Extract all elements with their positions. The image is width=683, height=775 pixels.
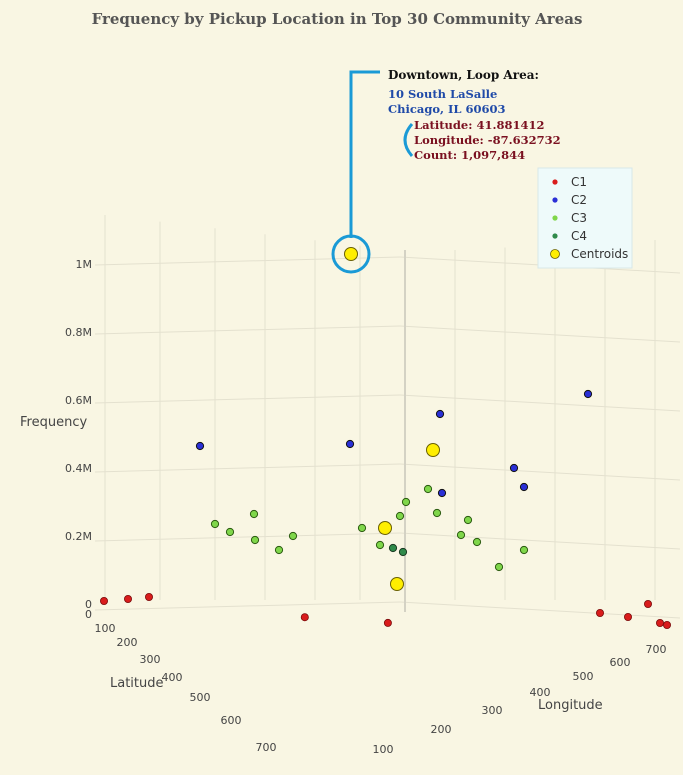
lat-tick-300: 300 [140,653,161,666]
annotation-address-line1: 10 South LaSalle [388,87,497,101]
annotation-address-line2: Chicago, IL 60603 [388,102,506,116]
c1-point [144,593,153,602]
c2-point [437,488,447,498]
c3-point [463,515,473,525]
legend-item-centroids[interactable]: Centroids [550,247,629,261]
longitude-tick-labels: 100 200 300 400 500 600 700 [373,643,667,756]
annotation-heading: Downtown, Loop Area: [388,68,539,82]
lat-tick-700: 700 [256,741,277,754]
legend-marker [552,179,558,185]
c1-point [663,621,672,630]
z-tick-0: 0 [85,598,92,611]
c3-point [357,523,367,533]
lon-tick-500: 500 [573,670,594,683]
c4-point [388,543,398,553]
centroids-point [378,521,392,535]
c4-point [398,547,408,557]
legend-marker [552,233,558,239]
lon-tick-300: 300 [482,704,503,717]
c1-point [644,600,653,609]
c3-point [210,519,220,529]
z-tick-0.2M: 0.2M [65,530,92,543]
legend-label: Centroids [571,247,628,261]
z-tick-1M: 1M [76,258,93,271]
longitude-axis-label: Longitude [538,698,603,713]
c2-point [435,409,445,419]
lat-tick-200: 200 [117,636,138,649]
legend-label: C1 [571,175,587,189]
legend-label: C2 [571,193,587,207]
lon-tick-700: 700 [646,643,667,656]
legend-marker [552,197,558,203]
c1-point [383,618,392,627]
c3-point [288,531,298,541]
c3-point [423,484,433,494]
z-tick-0-floor: 0 [85,608,92,621]
lon-tick-600: 600 [610,656,631,669]
c2-point [509,463,519,473]
latitude-axis-label: Latitude [110,676,164,691]
lat-tick-400: 400 [162,671,183,684]
c1-point [656,619,665,628]
centroids-point [390,577,404,591]
centroids-point [344,247,358,261]
c3-point [395,511,405,521]
legend-label: C4 [571,229,587,243]
frequency-axis-label: Frequency [20,415,87,430]
c1-point [100,597,109,606]
downtown-annotation: Downtown, Loop Area: 10 South LaSalle Ch… [331,68,561,274]
c1-point [596,609,605,618]
lat-tick-600: 600 [221,714,242,727]
legend[interactable]: C1 C2 C3 C4 Centroids [537,167,633,269]
c3-point [225,527,235,537]
c3-point [401,497,411,507]
lon-tick-100: 100 [373,743,394,756]
centroids-point [426,443,440,457]
c1-point [124,595,133,604]
legend-item-c1[interactable]: C1 [552,175,587,189]
legend-label: C3 [571,211,587,225]
z-tick-labels: 0 0.2M 0.4M 0.6M 0.8M 1M 0 [65,258,92,621]
annotation-bracket [403,123,414,157]
lon-tick-200: 200 [431,723,452,736]
z-tick-0.4M: 0.4M [65,462,92,475]
c3-point [456,530,466,540]
c2-point [519,482,529,492]
lon-tick-400: 400 [530,686,551,699]
legend-marker [550,249,560,259]
annotation-connector [349,70,380,238]
c3-point [472,537,482,547]
c1-point [624,613,633,622]
c3-point [274,545,284,555]
scatter-points [100,247,672,630]
legend-item-c2[interactable]: C2 [552,193,587,207]
legend-marker [552,215,558,221]
annotation-ring [331,234,371,274]
c3-point [249,509,259,519]
c2-point [345,439,355,449]
legend-item-c3[interactable]: C3 [552,211,587,225]
grid-lines [94,215,681,619]
c3-point [432,508,442,518]
z-tick-0.6M: 0.6M [65,394,92,407]
annotation-count: Count: 1,097,844 [414,148,525,162]
annotation-latitude: Latitude: 41.881412 [414,118,545,132]
c2-point [583,389,593,399]
c3-point [375,540,385,550]
c3-point [494,562,504,572]
lat-tick-500: 500 [190,691,211,704]
lat-tick-100: 100 [95,622,116,635]
c1-point [300,613,309,622]
annotation-longitude: Longitude: -87.632732 [414,133,561,147]
legend-item-c4[interactable]: C4 [552,229,587,243]
z-tick-0.8M: 0.8M [65,326,92,339]
c2-point [195,441,205,451]
chart-title: Frequency by Pickup Location in Top 30 C… [92,10,583,28]
c3-point [519,545,529,555]
c3-point [250,535,260,545]
